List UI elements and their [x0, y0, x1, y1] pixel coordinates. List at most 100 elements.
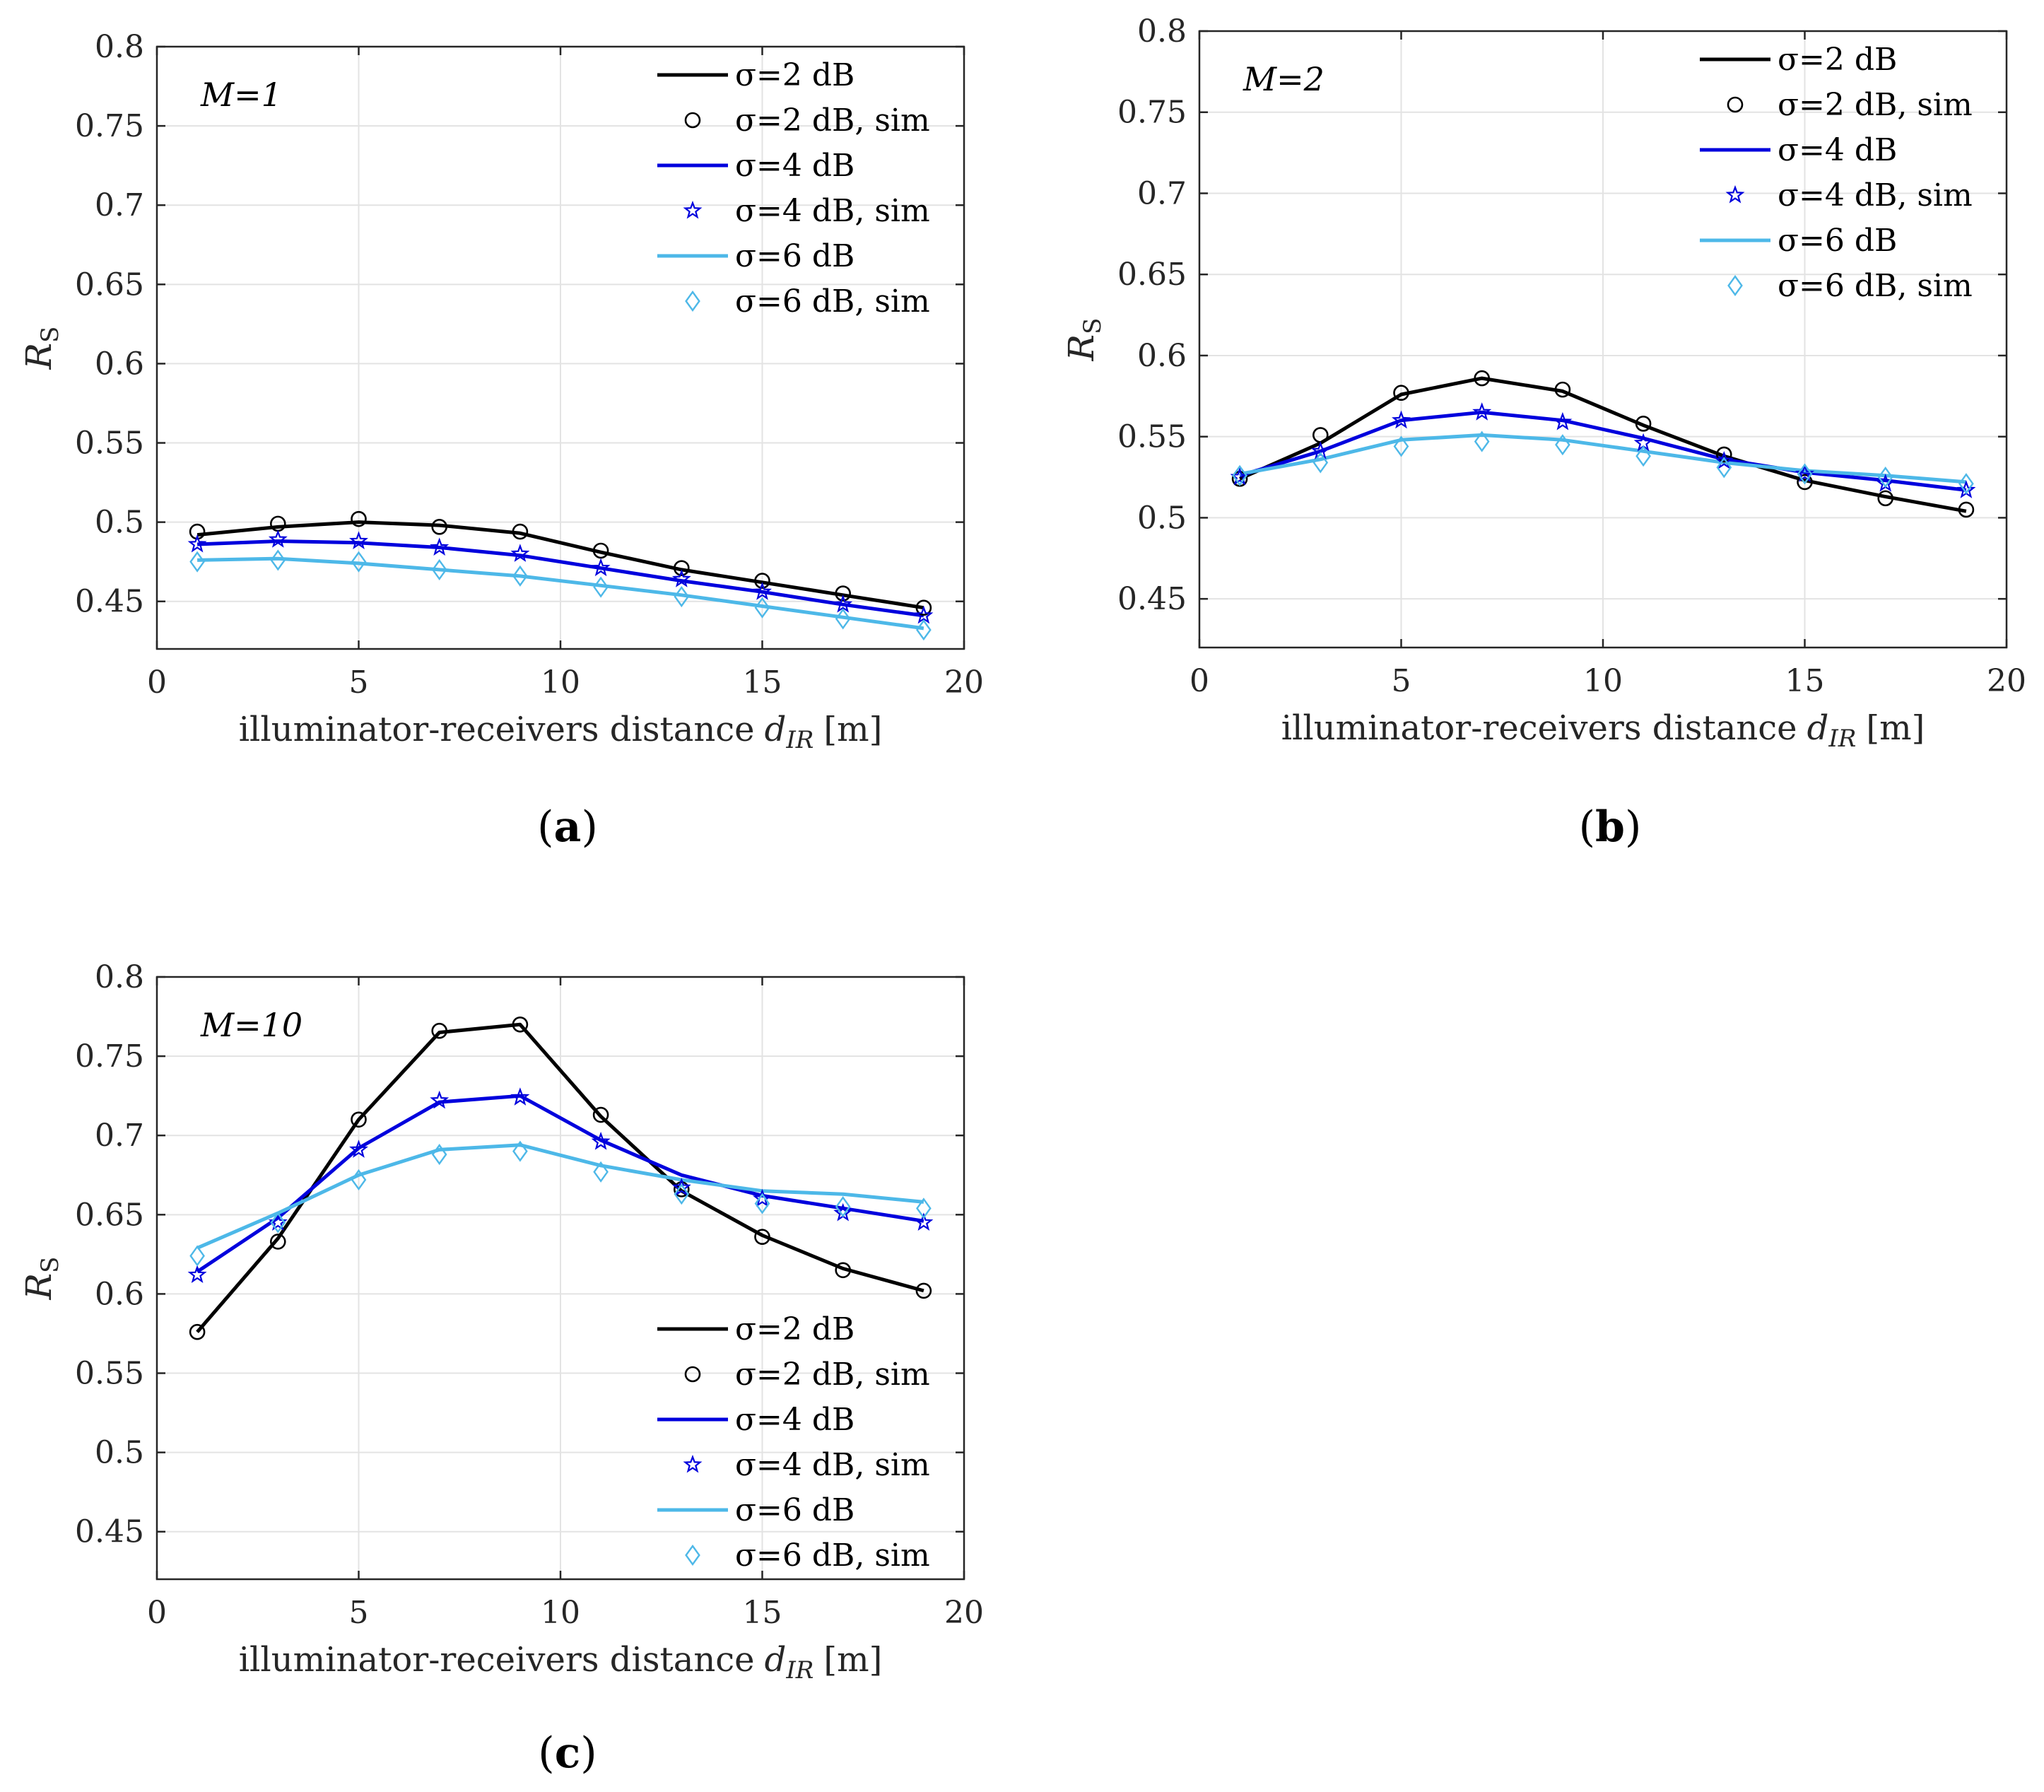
data-point	[1474, 431, 1490, 452]
data-point	[430, 537, 450, 556]
data-point	[671, 1178, 691, 1196]
legend-entry: σ=6 dB, sim	[735, 1538, 930, 1574]
data-point	[1877, 490, 1893, 507]
legend-swatch-marker	[1727, 274, 1743, 297]
legend-entry: σ=6 dB, sim	[735, 283, 930, 320]
y-tick-label: 0.5	[95, 1435, 144, 1471]
data-point	[512, 1016, 529, 1033]
caption-paren-close: )	[581, 802, 597, 852]
legend-swatch-marker	[683, 200, 703, 219]
y-tick-label: 0.65	[75, 267, 144, 303]
legend-swatch-marker	[683, 1454, 703, 1473]
series-line	[197, 539, 924, 618]
legend-entry: σ=2 dB, sim	[735, 103, 930, 139]
data-point	[835, 1262, 851, 1279]
legend-entry: σ=4 dB, sim	[1778, 177, 1973, 213]
data-point	[1472, 402, 1492, 421]
data-point	[431, 519, 448, 535]
y-tick-label: 0.7	[95, 1118, 144, 1154]
data-point	[510, 544, 530, 562]
chart-panel-b: 0 5 10 15 20 0.45 0.5 0.55 0.6 0.65 0.7 0.75 0.8 M=2 σ…	[1061, 13, 2026, 852]
data-point	[754, 573, 770, 589]
data-point	[351, 510, 367, 527]
y-tick-label: 0.8	[1137, 13, 1187, 49]
data-point	[351, 551, 367, 573]
data-point	[1958, 473, 1974, 495]
x-axis-label-subscript: IR	[785, 726, 814, 754]
x-tick-label: 15	[743, 664, 782, 701]
caption-paren-open: (	[537, 802, 553, 852]
data-point	[430, 1090, 450, 1109]
data-point	[1797, 463, 1813, 485]
caption-letter: c	[555, 1728, 581, 1778]
data-point	[753, 582, 772, 600]
y-axis-label-symbol: R	[18, 343, 59, 370]
data-point	[431, 1144, 447, 1166]
y-tick-label: 0.45	[1117, 581, 1187, 617]
data-point	[187, 534, 207, 553]
panels: 0 5 10 15 200.450.50.550.60.650.70.750.8M=1σ…	[18, 13, 2026, 1778]
y-tick-label: 0.75	[1117, 95, 1187, 131]
data-point	[1232, 464, 1247, 486]
data-point	[1635, 445, 1651, 467]
series-group	[1230, 370, 1976, 518]
data-point	[754, 1193, 770, 1214]
legend-entry: σ=4 dB	[1778, 132, 1897, 168]
data-point	[833, 595, 853, 613]
x-tick-label: 10	[541, 664, 580, 701]
data-point	[1554, 381, 1571, 398]
x-axis-label-symbol: d	[1807, 708, 1829, 748]
data-point	[591, 558, 611, 577]
data-point	[268, 529, 288, 548]
x-tick-label: 10	[541, 1595, 580, 1631]
x-tick-label: 20	[1987, 663, 2026, 699]
legend-entry: σ=2 dB	[1778, 42, 1897, 78]
legend-swatch-marker	[685, 290, 700, 312]
y-tick-label: 0.6	[95, 346, 144, 382]
x-axis-label: illuminator-receivers distance dIR [m]	[239, 710, 883, 754]
y-axis-label: RS	[18, 1257, 64, 1301]
panel-annotation: M=10	[200, 1006, 303, 1044]
data-point	[189, 1245, 205, 1267]
legend-swatch-marker	[684, 1366, 701, 1383]
panel-annotation: M=2	[1243, 60, 1325, 98]
data-point	[671, 569, 691, 587]
data-point	[351, 1111, 367, 1128]
data-point	[512, 565, 528, 587]
x-axis-label-symbol: d	[765, 1640, 787, 1680]
legend-entry: σ=2 dB	[735, 1311, 854, 1347]
data-point	[187, 1265, 207, 1283]
data-point	[914, 1212, 934, 1231]
chart-panel-a: 0 5 10 15 20 0.45 0.5 0.55 0.6 0.65 0.7 0.75 0.8 M=1 σ…	[18, 29, 984, 852]
data-point	[512, 1140, 528, 1162]
y-tick-label: 0.75	[75, 1038, 144, 1074]
data-point	[915, 599, 932, 616]
caption-paren-close: )	[580, 1728, 597, 1778]
x-axis-label: illuminator-receivers distance dIR [m]	[1281, 708, 1925, 753]
series-group	[187, 1016, 934, 1340]
legend-swatch-marker	[684, 112, 701, 129]
x-tick-label: 20	[944, 1595, 984, 1631]
data-point	[1312, 452, 1329, 474]
data-point	[914, 605, 934, 624]
data-point	[1958, 501, 1975, 518]
y-axis-label-subscript: S	[1079, 318, 1107, 334]
data-point	[754, 597, 770, 619]
data-point	[1553, 411, 1573, 431]
legend-entry: σ=2 dB, sim	[735, 1357, 930, 1393]
data-point	[1714, 450, 1734, 469]
y-tick-label: 0.8	[95, 29, 144, 65]
data-point	[1393, 435, 1409, 457]
caption-paren-open: (	[1579, 802, 1595, 852]
legend-swatch-marker	[1727, 96, 1744, 113]
legend: σ=2 dB σ=2 dB, sim σ=4 dB σ=4 dB, sim σ=6 dB…	[657, 57, 930, 320]
y-tick-label: 0.45	[75, 584, 144, 620]
x-axis-label-symbol: d	[765, 710, 787, 749]
panel-annotation: M=1	[200, 76, 282, 114]
legend-entry: σ=2 dB	[735, 57, 854, 93]
data-point	[835, 608, 851, 630]
data-point	[915, 1282, 932, 1299]
x-tick-label: 5	[349, 1595, 369, 1631]
legend-swatch-marker	[1725, 185, 1745, 204]
caption-letter: a	[554, 802, 582, 852]
